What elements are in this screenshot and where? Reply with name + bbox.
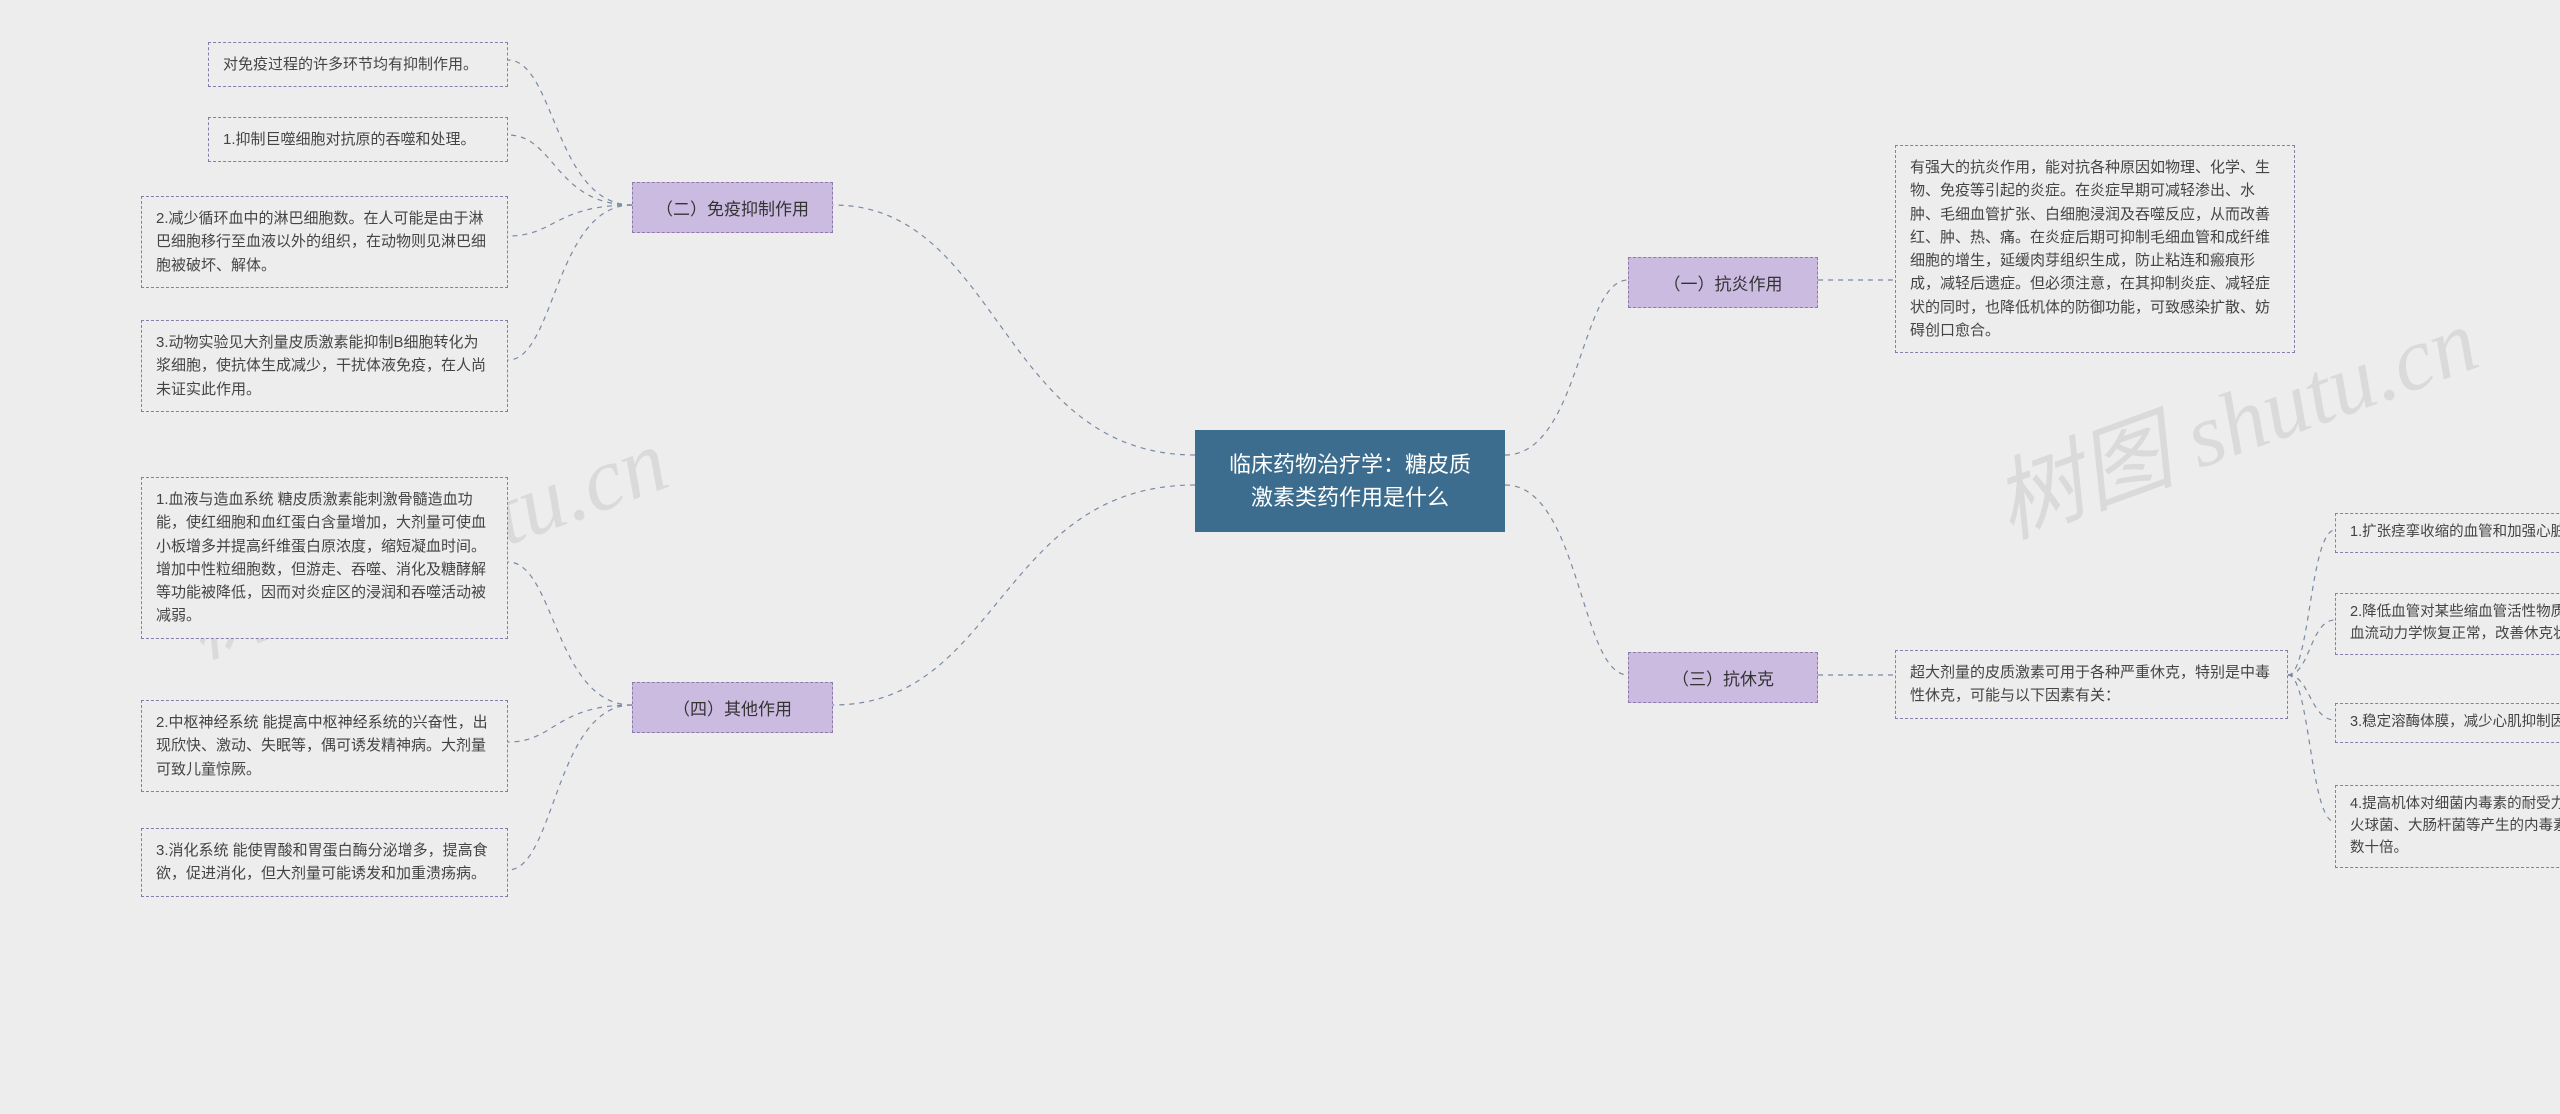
leaf-b3-1[interactable]: 1.扩张痉挛收缩的血管和加强心脏收缩性； [2335,513,2560,553]
root-label: 临床药物治疗学：糖皮质激素类药作用是什么 [1219,448,1481,514]
leaf-b4-3[interactable]: 3.消化系统 能使胃酸和胃蛋白酶分泌增多，提高食欲，促进消化，但大剂量可能诱发和… [141,828,508,897]
leaf-b2-3[interactable]: 3.动物实验见大剂量皮质激素能抑制B细胞转化为浆细胞，使抗体生成减少，干扰体液免… [141,320,508,412]
leaf-b3-2[interactable]: 2.降低血管对某些缩血管活性物质的敏感性，使微循环血流动力学恢复正常，改善休克状… [2335,593,2560,655]
branch-label: （三）抗休克 [1672,665,1774,690]
leaf-b2-2[interactable]: 2.减少循环血中的淋巴细胞数。在人可能是由于淋巴细胞移行至血液以外的组织，在动物… [141,196,508,288]
leaf-b4-2[interactable]: 2.中枢神经系统 能提高中枢神经系统的兴奋性，出现欣快、激动、失眠等，偶可诱发精… [141,700,508,792]
leaf-text: 1.血液与造血系统 糖皮质激素能刺激骨髓造血功能，使红细胞和血红蛋白含量增加，大… [156,488,493,628]
leaf-text: 1.抑制巨噬细胞对抗原的吞噬和处理。 [223,128,476,151]
leaf-text: 4.提高机体对细菌内毒素的耐受力，保护动物耐受脑膜火球菌、大肠杆菌等产生的内毒素… [2350,794,2560,859]
leaf-b3-3[interactable]: 3.稳定溶酶体膜，减少心肌抑制因子的形成。 [2335,703,2560,743]
branch-immunosuppression[interactable]: （二）免疫抑制作用 [632,182,833,233]
leaf-b2-0[interactable]: 对免疫过程的许多环节均有抑制作用。 [208,42,508,87]
branch-other[interactable]: （四）其他作用 [632,682,833,733]
leaf-b1-1[interactable]: 有强大的抗炎作用，能对抗各种原因如物理、化学、生物、免疫等引起的炎症。在炎症早期… [1895,145,2295,353]
leaf-text: 对免疫过程的许多环节均有抑制作用。 [223,53,478,76]
leaf-b2-1[interactable]: 1.抑制巨噬细胞对抗原的吞噬和处理。 [208,117,508,162]
mindmap-canvas: 树图 shutu.cn 树图 shutu.cn 临床药物治疗学：糖皮质激素类药作… [0,0,2560,1114]
branch-antiinflammation[interactable]: （一）抗炎作用 [1628,257,1818,308]
leaf-text: 2.降低血管对某些缩血管活性物质的敏感性，使微循环血流动力学恢复正常，改善休克状… [2350,602,2560,646]
branch-antishock[interactable]: （三）抗休克 [1628,652,1818,703]
leaf-text: 3.消化系统 能使胃酸和胃蛋白酶分泌增多，提高食欲，促进消化，但大剂量可能诱发和… [156,839,493,886]
branch-label: （二）免疫抑制作用 [656,195,809,220]
leaf-text: 1.扩张痉挛收缩的血管和加强心脏收缩性； [2350,522,2560,544]
leaf-text: 2.减少循环血中的淋巴细胞数。在人可能是由于淋巴细胞移行至血液以外的组织，在动物… [156,207,493,277]
root-node[interactable]: 临床药物治疗学：糖皮质激素类药作用是什么 [1195,430,1505,532]
leaf-text: 3.动物实验见大剂量皮质激素能抑制B细胞转化为浆细胞，使抗体生成减少，干扰体液免… [156,331,493,401]
branch-label: （一）抗炎作用 [1664,270,1783,295]
leaf-b3-0[interactable]: 超大剂量的皮质激素可用于各种严重休克，特别是中毒性休克，可能与以下因素有关： [1895,650,2288,719]
leaf-text: 有强大的抗炎作用，能对抗各种原因如物理、化学、生物、免疫等引起的炎症。在炎症早期… [1910,156,2280,342]
leaf-text: 2.中枢神经系统 能提高中枢神经系统的兴奋性，出现欣快、激动、失眠等，偶可诱发精… [156,711,493,781]
leaf-text: 超大剂量的皮质激素可用于各种严重休克，特别是中毒性休克，可能与以下因素有关： [1910,661,2273,708]
leaf-text: 3.稳定溶酶体膜，减少心肌抑制因子的形成。 [2350,712,2560,734]
branch-label: （四）其他作用 [673,695,792,720]
leaf-b3-4[interactable]: 4.提高机体对细菌内毒素的耐受力，保护动物耐受脑膜火球菌、大肠杆菌等产生的内毒素… [2335,785,2560,868]
leaf-b4-1[interactable]: 1.血液与造血系统 糖皮质激素能刺激骨髓造血功能，使红细胞和血红蛋白含量增加，大… [141,477,508,639]
